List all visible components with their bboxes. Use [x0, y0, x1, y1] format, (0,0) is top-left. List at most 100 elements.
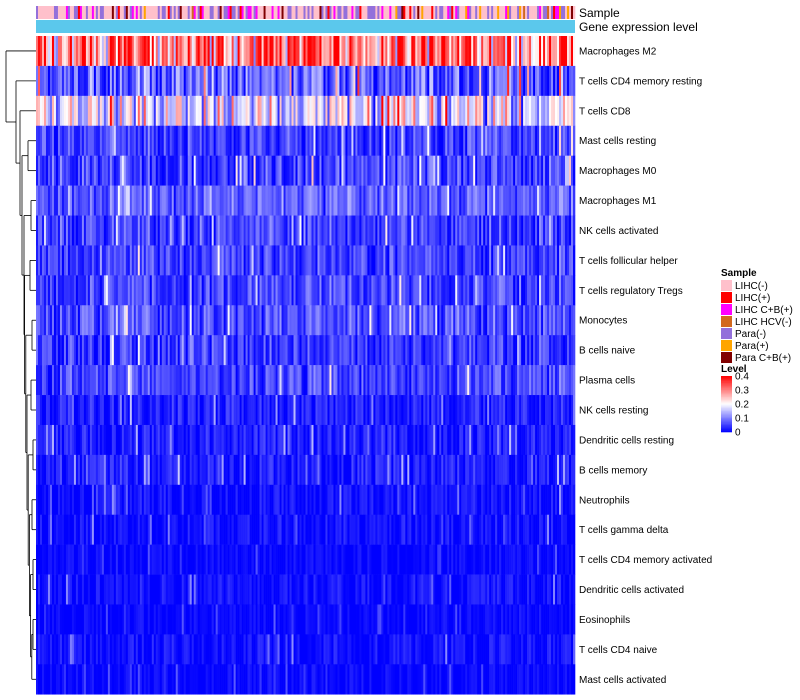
heatmap-cell — [383, 95, 386, 127]
heatmap-cell — [563, 365, 566, 396]
heatmap-cell — [521, 155, 524, 186]
heatmap-cell — [469, 335, 472, 366]
heatmap-cell — [39, 335, 43, 366]
heatmap-cell — [461, 514, 464, 545]
heatmap-cell — [61, 125, 65, 156]
heatmap-cell — [119, 185, 123, 216]
heatmap-cell — [161, 424, 165, 456]
sample-annotation-cell — [555, 6, 558, 19]
heatmap-cell — [473, 424, 476, 456]
heatmap-cell — [555, 365, 558, 396]
heatmap-cell — [461, 395, 464, 426]
heatmap-cell — [357, 484, 360, 516]
heatmap-cell — [393, 155, 396, 186]
heatmap-cell — [51, 245, 55, 276]
heatmap-cell — [289, 125, 292, 156]
sample-annotation-cell — [267, 6, 270, 19]
heatmap-cell — [523, 395, 526, 426]
heatmap-cell — [291, 95, 294, 127]
heatmap-cell — [207, 514, 210, 545]
heatmap-cell — [73, 424, 77, 456]
heatmap-cell — [191, 125, 195, 156]
heatmap-cell — [349, 275, 352, 306]
heatmap-cell — [343, 95, 346, 127]
heatmap-cell — [559, 95, 562, 127]
heatmap-cell — [75, 395, 79, 426]
heatmap-cell — [303, 275, 306, 306]
heatmap-cell — [119, 514, 123, 545]
heatmap-cell — [38, 424, 41, 456]
heatmap-cell — [173, 365, 177, 396]
heatmap-cell — [169, 215, 173, 246]
heatmap-cell — [447, 65, 450, 97]
heatmap-cell — [359, 215, 362, 246]
heatmap-cell — [517, 424, 520, 456]
heatmap-cell — [519, 185, 522, 216]
heatmap-cell — [473, 484, 476, 516]
heatmap-cell — [209, 395, 212, 426]
sample-annotation-cell — [141, 6, 145, 19]
heatmap-cell — [521, 395, 524, 426]
heatmap-cell — [67, 275, 71, 306]
heatmap-cell — [293, 514, 296, 545]
heatmap-cell — [121, 95, 125, 127]
heatmap-cell — [201, 365, 204, 396]
heatmap-cell — [565, 36, 568, 67]
heatmap-cell — [367, 395, 370, 426]
heatmap-cell — [323, 125, 326, 156]
heatmap-cell — [225, 155, 228, 186]
heatmap-cell — [229, 275, 232, 306]
heatmap-cell — [383, 335, 386, 366]
heatmap-cell — [159, 335, 163, 366]
heatmap-cell — [39, 275, 43, 306]
heatmap-cell — [379, 275, 382, 306]
heatmap-cell — [197, 424, 200, 456]
heatmap-cell — [489, 155, 492, 186]
heatmap-cell — [535, 95, 538, 127]
heatmap-cell — [133, 335, 137, 366]
heatmap-cell — [163, 185, 167, 216]
heatmap-cell — [55, 155, 59, 186]
heatmap-cell — [155, 185, 159, 216]
heatmap-cell — [431, 484, 434, 516]
heatmap-cell — [413, 424, 416, 456]
heatmap-cell — [335, 275, 338, 306]
sample-annotation-cell — [509, 6, 512, 19]
heatmap-cell — [61, 215, 65, 246]
heatmap-cell — [36, 544, 39, 575]
heatmap-cell — [119, 365, 123, 396]
heatmap-cell — [101, 335, 105, 366]
heatmap-cell — [469, 454, 472, 486]
sample-annotation-cell — [237, 6, 240, 19]
heatmap-cell — [253, 245, 256, 276]
heatmap-cell — [203, 484, 206, 516]
heatmap-cell — [421, 424, 424, 456]
heatmap-cell — [541, 95, 544, 127]
heatmap-cell — [65, 36, 69, 67]
heatmap-cell — [97, 215, 101, 246]
sample-annotation-cell — [177, 6, 181, 19]
heatmap-cell — [571, 95, 574, 127]
heatmap-cell — [539, 185, 542, 216]
heatmap-cell — [307, 395, 310, 426]
heatmap-cell — [303, 395, 306, 426]
heatmap-cell — [515, 395, 518, 426]
heatmap-cell — [549, 36, 552, 67]
heatmap-cell — [251, 95, 254, 127]
heatmap-cell — [383, 424, 386, 456]
heatmap-cell — [429, 454, 432, 486]
heatmap-cell — [209, 424, 212, 456]
heatmap-cell — [501, 95, 504, 127]
heatmap-cell — [401, 395, 404, 426]
heatmap-cell — [149, 305, 153, 336]
heatmap-cell — [369, 484, 372, 516]
heatmap-cell — [541, 245, 544, 276]
sample-annotation-cell — [481, 6, 484, 19]
heatmap-cell — [339, 484, 342, 516]
heatmap-cell — [319, 155, 322, 186]
heatmap-cell — [255, 125, 258, 156]
heatmap-cell — [573, 95, 576, 127]
heatmap-cell — [563, 424, 566, 456]
heatmap-cell — [441, 365, 444, 396]
heatmap-cell — [171, 125, 175, 156]
